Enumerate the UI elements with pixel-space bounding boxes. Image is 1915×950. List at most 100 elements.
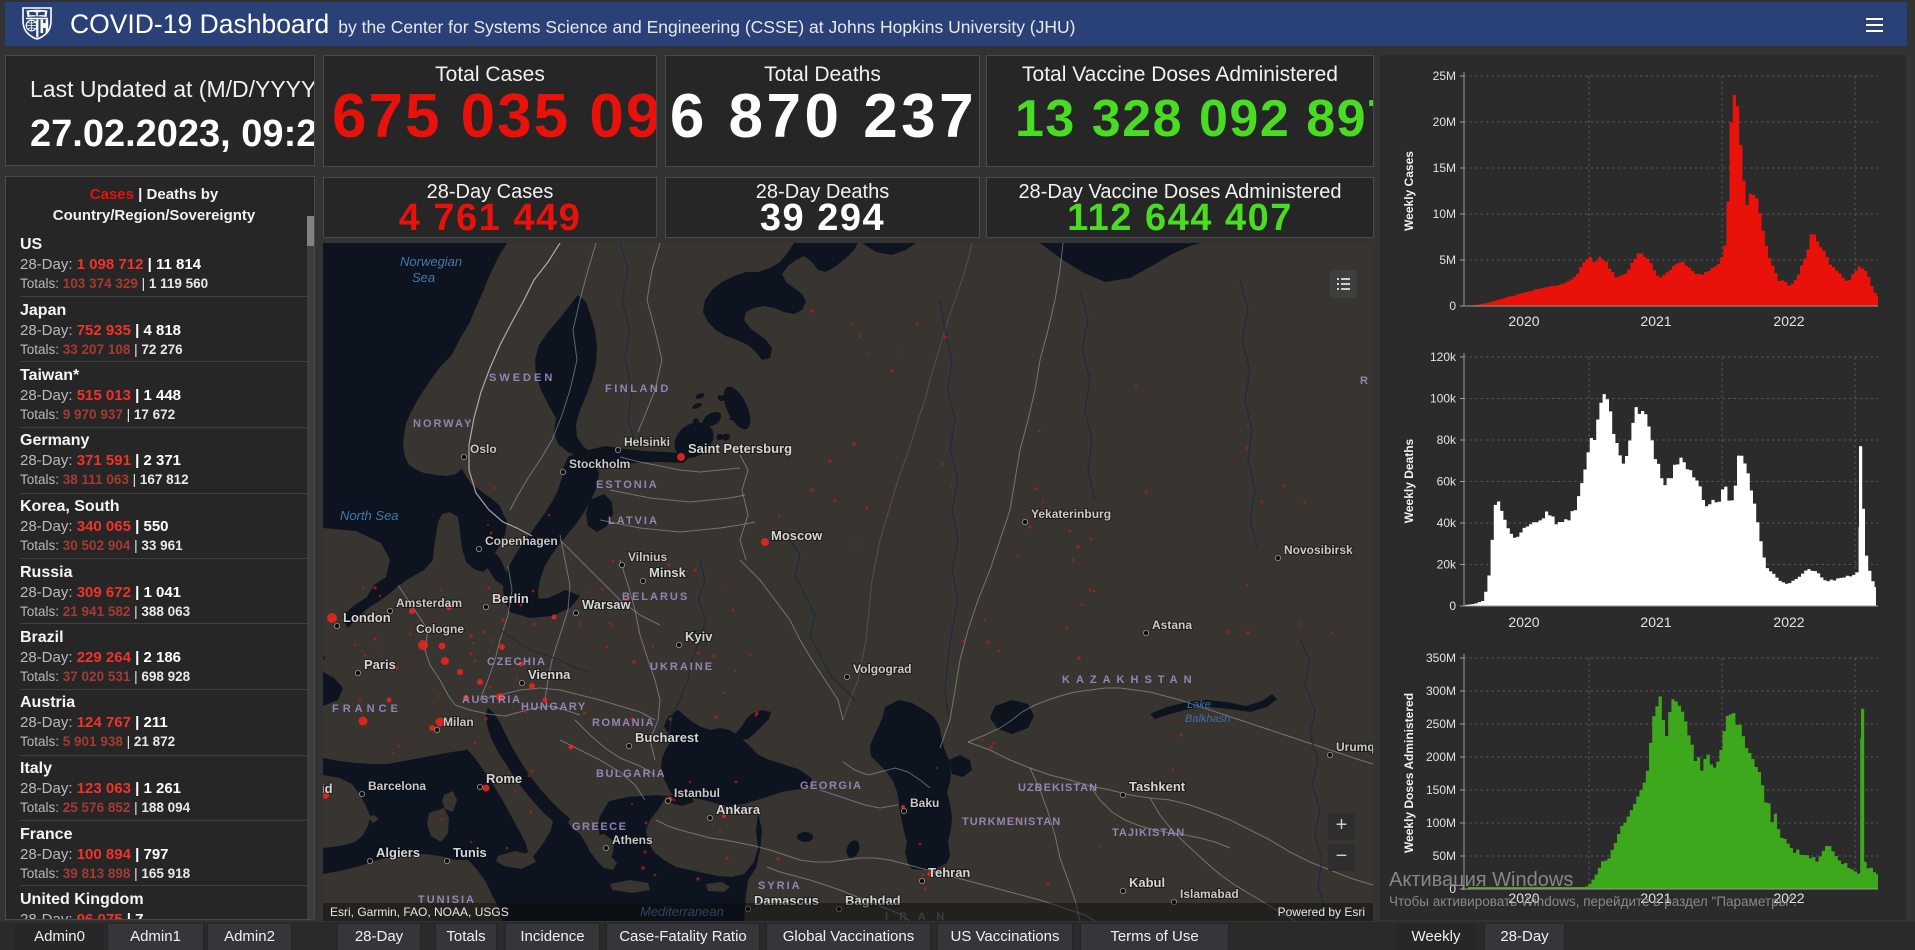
svg-text:Helsinki: Helsinki: [624, 435, 670, 449]
svg-text:NORWAY: NORWAY: [413, 418, 473, 430]
svg-text:2022: 2022: [1773, 313, 1804, 329]
svg-text:Weekly Deaths: Weekly Deaths: [1402, 438, 1416, 523]
svg-text:300M: 300M: [1426, 684, 1456, 698]
svg-text:Algiers: Algiers: [376, 845, 420, 860]
svg-text:2021: 2021: [1640, 313, 1671, 329]
svg-text:Vilnius: Vilnius: [628, 550, 667, 564]
svg-text:UZBEKISTAN: UZBEKISTAN: [1018, 782, 1098, 794]
svg-text:Kabul: Kabul: [1129, 875, 1165, 890]
svg-text:Bucharest: Bucharest: [635, 730, 699, 745]
svg-text:60k: 60k: [1437, 475, 1457, 489]
svg-text:BELARUS: BELARUS: [622, 591, 689, 603]
svg-text:Rome: Rome: [486, 771, 522, 786]
svg-text:0: 0: [1449, 882, 1456, 896]
svg-text:25M: 25M: [1433, 69, 1456, 83]
svg-text:SWEDEN: SWEDEN: [489, 372, 555, 384]
svg-text:Berlin: Berlin: [492, 591, 529, 606]
svg-text:Ankara: Ankara: [716, 802, 761, 817]
svg-text:Minsk: Minsk: [649, 565, 687, 580]
svg-text:Novosibirsk: Novosibirsk: [1284, 543, 1353, 557]
svg-text:Sea: Sea: [412, 270, 435, 285]
svg-text:GREECE: GREECE: [572, 821, 627, 833]
svg-text:150M: 150M: [1426, 783, 1456, 797]
svg-text:Kyiv: Kyiv: [685, 629, 713, 644]
svg-text:Norwegian: Norwegian: [400, 254, 462, 269]
svg-text:TUNISIA: TUNISIA: [418, 894, 476, 906]
svg-text:250M: 250M: [1426, 717, 1456, 731]
svg-text:SYRIA: SYRIA: [758, 880, 802, 892]
svg-text:ESTONIA: ESTONIA: [596, 479, 659, 491]
svg-text:Urumqi: Urumqi: [1336, 740, 1373, 754]
svg-text:15M: 15M: [1433, 161, 1456, 175]
svg-text:100M: 100M: [1426, 816, 1456, 830]
svg-text:Weekly Cases: Weekly Cases: [1402, 151, 1416, 231]
svg-text:ROMANIA: ROMANIA: [592, 717, 655, 729]
svg-text:Stockholm: Stockholm: [569, 457, 630, 471]
svg-text:Yekaterinburg: Yekaterinburg: [1031, 507, 1111, 521]
svg-text:TURKMENISTAN: TURKMENISTAN: [962, 816, 1061, 828]
svg-text:Oslo: Oslo: [470, 442, 497, 456]
svg-text:2020: 2020: [1508, 313, 1539, 329]
svg-text:200M: 200M: [1426, 750, 1456, 764]
svg-text:100k: 100k: [1430, 392, 1457, 406]
svg-text:KAZAKHSTAN: KAZAKHSTAN: [1062, 674, 1198, 686]
svg-text:Madrid: Madrid: [323, 781, 333, 796]
svg-text:40k: 40k: [1437, 516, 1457, 530]
svg-text:North Sea: North Sea: [340, 508, 399, 523]
svg-text:5M: 5M: [1439, 253, 1456, 267]
svg-text:Vienna: Vienna: [528, 667, 571, 682]
svg-text:Baghdad: Baghdad: [845, 893, 901, 908]
svg-text:Saint Petersburg: Saint Petersburg: [688, 441, 792, 456]
svg-text:Mediterranean: Mediterranean: [640, 904, 724, 919]
svg-text:20M: 20M: [1433, 115, 1456, 129]
svg-text:HUNGARY: HUNGARY: [521, 701, 587, 713]
svg-text:Milan: Milan: [443, 715, 474, 729]
svg-text:Astana: Astana: [1152, 618, 1192, 632]
svg-text:Athens: Athens: [612, 833, 653, 847]
svg-text:10M: 10M: [1433, 207, 1456, 221]
svg-text:0: 0: [1449, 599, 1456, 613]
svg-text:Damascus: Damascus: [754, 893, 819, 908]
svg-text:UKRAINE: UKRAINE: [650, 661, 714, 673]
svg-text:50M: 50M: [1433, 849, 1456, 863]
svg-text:Barcelona: Barcelona: [368, 779, 426, 793]
svg-text:2021: 2021: [1640, 890, 1671, 906]
svg-text:Cologne: Cologne: [416, 622, 464, 636]
svg-text:2022: 2022: [1773, 890, 1804, 906]
svg-text:LATVIA: LATVIA: [608, 515, 659, 527]
svg-text:Volgograd: Volgograd: [853, 662, 911, 676]
svg-text:Amsterdam: Amsterdam: [396, 596, 462, 610]
svg-text:Istanbul: Istanbul: [674, 786, 720, 800]
svg-text:Warsaw: Warsaw: [582, 597, 632, 612]
svg-text:120k: 120k: [1430, 350, 1457, 364]
svg-text:20k: 20k: [1437, 558, 1457, 572]
svg-text:2021: 2021: [1640, 614, 1671, 630]
svg-text:2020: 2020: [1508, 614, 1539, 630]
svg-text:London: London: [343, 610, 391, 625]
svg-text:0: 0: [1449, 299, 1456, 313]
svg-text:CZECHIA: CZECHIA: [487, 656, 546, 668]
svg-text:FRANCE: FRANCE: [332, 703, 402, 715]
svg-text:Balkhash: Balkhash: [1185, 713, 1230, 725]
svg-text:Tehran: Tehran: [928, 865, 970, 880]
svg-text:Moscow: Moscow: [771, 528, 823, 543]
svg-text:AUSTRIA: AUSTRIA: [462, 694, 521, 706]
svg-text:Islamabad: Islamabad: [1180, 887, 1239, 901]
svg-text:Tashkent: Tashkent: [1129, 779, 1186, 794]
svg-text:BULGARIA: BULGARIA: [596, 768, 666, 780]
svg-text:I R A N: I R A N: [885, 911, 948, 921]
svg-text:350M: 350M: [1426, 651, 1456, 665]
svg-text:Copenhagen: Copenhagen: [485, 534, 558, 548]
svg-text:Paris: Paris: [364, 657, 396, 672]
svg-text:Weekly Doses Administered: Weekly Doses Administered: [1402, 693, 1416, 853]
svg-text:FINLAND: FINLAND: [605, 383, 671, 395]
svg-text:TAJIKISTAN: TAJIKISTAN: [1112, 827, 1185, 839]
svg-text:80k: 80k: [1437, 433, 1457, 447]
svg-text:R: R: [1360, 375, 1369, 387]
svg-text:Lake: Lake: [1187, 699, 1211, 711]
svg-text:Tunis: Tunis: [453, 845, 487, 860]
svg-text:GEORGIA: GEORGIA: [800, 780, 862, 792]
svg-text:2022: 2022: [1773, 614, 1804, 630]
svg-text:Baku: Baku: [910, 796, 939, 810]
svg-text:2020: 2020: [1508, 890, 1539, 906]
